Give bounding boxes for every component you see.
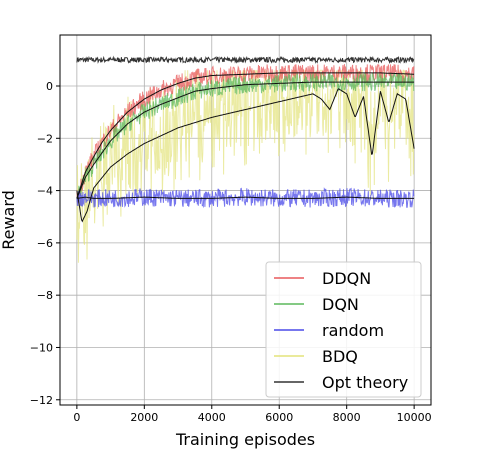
y-tick-label: −8 [37,289,53,302]
legend-label-dqn: DQN [322,295,359,314]
legend: DDQN DQN random BDQ Opt theory [265,261,422,398]
legend-label-opt-theory: Opt theory [322,373,408,392]
x-tick-label: 8000 [333,411,361,424]
y-tick-label: −6 [37,237,53,250]
x-axis-label: Training episodes [175,430,315,449]
x-tick-label: 0 [73,411,80,424]
y-tick-label: 0 [46,80,53,93]
series-dqn-mean [76,81,415,199]
legend-label-ddqn: DDQN [322,269,371,288]
plot-frame [59,34,432,406]
series-ddqn-mean [76,72,415,199]
y-tick-label: −10 [30,341,53,354]
y-tick-label: −12 [30,394,53,407]
legend-label-random: random [322,321,384,340]
legend-box [265,261,422,398]
series-dqn-raw [76,72,415,202]
y-axis-ticks: 0 −2 −4 −6 −8 −10 −12 [30,80,60,407]
x-tick-label: 4000 [198,411,226,424]
series-opt-theory-raw [76,55,415,64]
x-axis-ticks: 0 2000 4000 6000 8000 10000 [73,405,432,424]
y-tick-label: −2 [37,132,53,145]
series-random-mean [76,196,415,199]
series-bdq-mean [76,88,415,223]
y-tick-label: −4 [37,185,53,198]
x-tick-label: 2000 [130,411,158,424]
smoothed-traces [76,72,415,223]
y-axis-label: Reward [0,190,18,250]
legend-label-bdq: BDQ [322,347,358,366]
x-tick-label: 6000 [265,411,293,424]
x-tick-label: 10000 [397,411,432,424]
